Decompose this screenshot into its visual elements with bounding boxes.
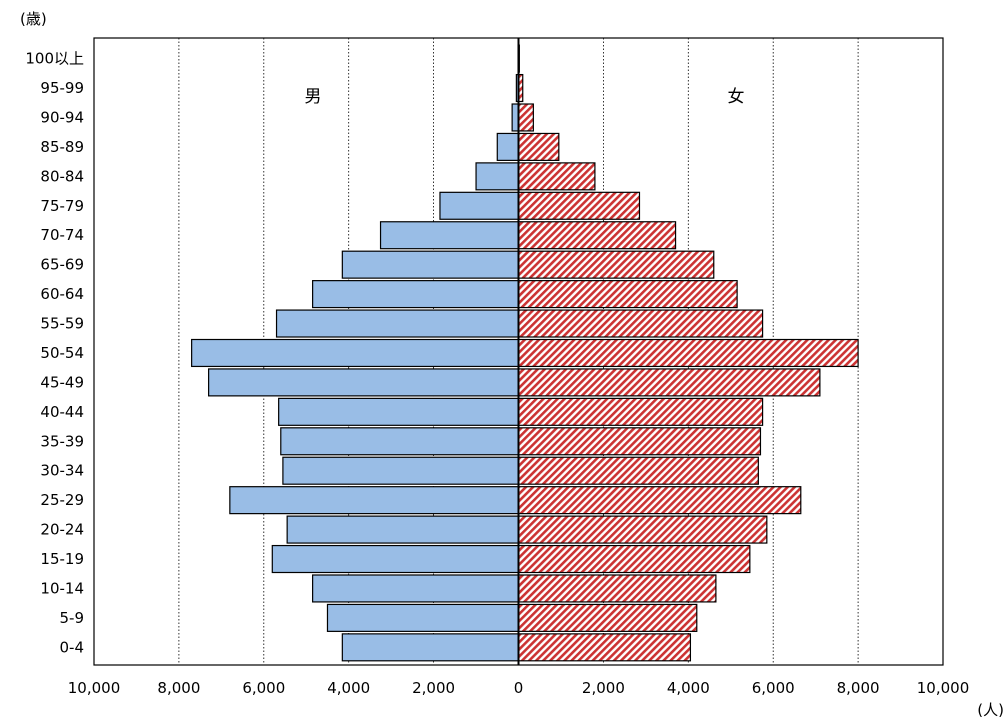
y-tick-label: 10-14: [40, 579, 84, 597]
bar-male: [439, 191, 520, 220]
bar-female: [517, 603, 698, 632]
y-tick-label: 15-19: [40, 550, 84, 568]
bar-male: [341, 633, 520, 662]
y-tick-label: 55-59: [40, 315, 84, 333]
y-tick-label: 5-9: [60, 609, 85, 627]
bar-female: [517, 574, 717, 603]
bar-male: [379, 221, 520, 250]
x-tick-label: 2,000: [582, 679, 625, 697]
bar-male: [191, 338, 520, 368]
x-tick-label: 6,000: [752, 679, 795, 697]
x-tick-label: 0: [514, 679, 524, 697]
x-axis-unit-label: (人): [977, 701, 1004, 719]
bar-female: [517, 309, 764, 338]
bar-male: [341, 250, 520, 279]
y-tick-label: 60-64: [40, 285, 84, 303]
bar-male: [280, 427, 520, 456]
bar-male: [208, 368, 520, 397]
bar-male: [275, 309, 520, 338]
y-tick-label: 30-34: [40, 462, 84, 480]
x-tick-label: 4,000: [327, 679, 370, 697]
y-tick-label: 40-44: [40, 403, 84, 421]
bar-female: [517, 162, 596, 191]
bar-male: [312, 280, 520, 309]
bar-male: [326, 603, 520, 632]
bar-female: [517, 103, 534, 132]
y-tick-label: 80-84: [40, 167, 84, 185]
bar-female: [517, 250, 715, 279]
bar-female: [517, 515, 768, 544]
y-tick-label: 20-24: [40, 521, 84, 539]
bar-male: [286, 515, 520, 544]
bar-female: [517, 427, 762, 456]
bar-male: [496, 132, 520, 161]
bar-female: [517, 368, 821, 397]
bar-male: [312, 574, 520, 603]
bar-male: [271, 544, 520, 574]
bar-male: [229, 486, 520, 515]
x-tick-labels: 10,000 8,000 6,000 4,000 2,000 0 2,000 4,000 6,0…: [68, 679, 970, 697]
bar-female: [517, 456, 759, 485]
bar-female: [517, 338, 859, 368]
y-tick-label: 35-39: [40, 432, 84, 450]
series-label-male: 男: [305, 87, 322, 107]
bar-female: [517, 633, 692, 662]
bar-female: [517, 544, 751, 574]
y-tick-label: 100以上: [25, 50, 84, 68]
x-tick-label: 2,000: [412, 679, 455, 697]
y-tick-label: 65-69: [40, 256, 84, 274]
bar-female: [517, 397, 764, 426]
x-tick-label: 10,000: [68, 679, 121, 697]
y-tick-label: 85-89: [40, 138, 84, 156]
x-tick-label: 10,000: [917, 679, 970, 697]
y-tick-label: 50-54: [40, 344, 84, 362]
bar-female: [517, 486, 802, 515]
y-tick-label: 90-94: [40, 108, 84, 126]
bar-female: [517, 280, 738, 309]
bar-female: [517, 221, 677, 250]
bar-male: [278, 397, 520, 426]
x-tick-label: 8,000: [157, 679, 200, 697]
x-tick-label: 4,000: [667, 679, 710, 697]
y-tick-label: 95-99: [40, 79, 84, 97]
bar-female: [517, 191, 641, 220]
y-tick-label: 70-74: [40, 226, 84, 244]
bars: [191, 44, 859, 662]
x-tick-label: 8,000: [837, 679, 880, 697]
y-tick-label: 0-4: [60, 638, 85, 656]
bar-male: [282, 456, 520, 485]
bar-female: [517, 132, 560, 161]
x-tick-label: 6,000: [242, 679, 285, 697]
y-tick-label: 45-49: [40, 373, 84, 391]
y-tick-label: 25-29: [40, 491, 84, 509]
y-tick-labels: 0-4 5-9 10-14 15-19 20-24 25-29 30-34 35-39 40-4…: [25, 50, 84, 657]
y-tick-label: 75-79: [40, 197, 84, 215]
series-label-female: 女: [728, 87, 745, 107]
bar-male: [475, 162, 520, 191]
y-axis-unit-label: (歳): [20, 10, 47, 28]
